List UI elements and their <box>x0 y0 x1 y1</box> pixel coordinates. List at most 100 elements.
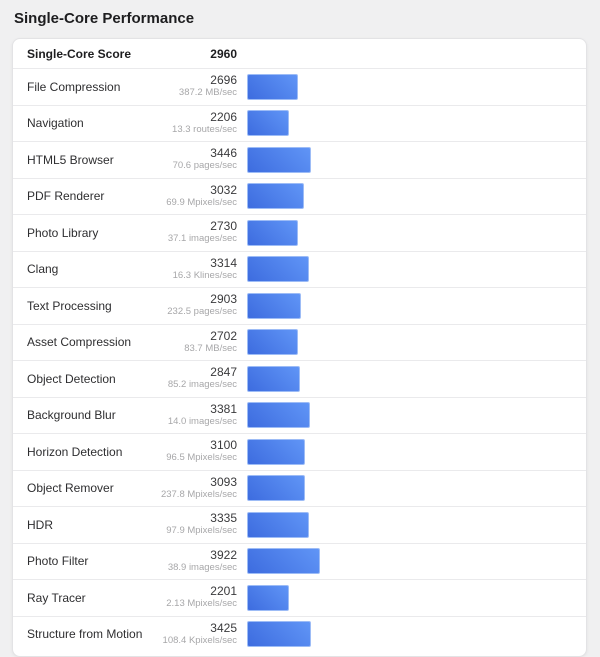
test-label: HDR <box>27 517 53 532</box>
score-header-label: Single-Core Score <box>27 46 132 61</box>
test-score: 3381 <box>210 401 237 416</box>
test-label: Object Remover <box>27 481 114 496</box>
test-score-block: 2206 13.3 routes/sec <box>153 109 237 136</box>
page-title: Single-Core Performance <box>14 10 195 27</box>
score-bar <box>247 365 301 392</box>
score-bar <box>247 292 302 319</box>
benchmark-row: Object Detection 2847 85.2 images/sec <box>13 360 586 397</box>
test-score: 3032 <box>210 182 237 197</box>
test-rate: 16.3 Klines/sec <box>172 269 237 281</box>
test-score: 3093 <box>210 474 237 489</box>
benchmark-row: Object Remover 3093 237.8 Mpixels/sec <box>13 469 586 507</box>
test-score-block: 3381 14.0 images/sec <box>153 401 237 428</box>
benchmark-row: PDF Renderer 3032 69.9 Mpixels/sec <box>13 177 586 215</box>
test-rate: 97.9 Mpixels/sec <box>166 525 237 537</box>
score-bar <box>247 621 311 648</box>
benchmark-row: Background Blur 3381 14.0 images/sec <box>13 396 586 434</box>
score-bar <box>247 183 304 210</box>
score-bar <box>247 256 309 283</box>
test-score: 2201 <box>210 584 237 599</box>
test-score-block: 3093 237.8 Mpixels/sec <box>153 474 237 501</box>
benchmark-row: Structure from Motion 3425 108.4 Kpixels… <box>13 615 586 653</box>
test-score: 3335 <box>210 511 237 526</box>
test-score: 3446 <box>210 146 237 161</box>
test-label: Ray Tracer <box>27 590 86 605</box>
test-rate: 108.4 Kpixels/sec <box>162 634 237 646</box>
test-score: 2696 <box>210 73 237 88</box>
score-bar <box>247 438 305 465</box>
test-rate: 13.3 routes/sec <box>172 123 237 135</box>
test-score: 3314 <box>210 255 237 270</box>
test-score: 3425 <box>210 620 237 635</box>
benchmark-row: File Compression 2696 387.2 MB/sec <box>13 68 586 105</box>
test-rate: 232.5 pages/sec <box>167 306 237 318</box>
score-bar <box>247 511 309 538</box>
score-bar <box>247 402 310 429</box>
score-bar <box>247 73 298 100</box>
test-score-block: 3425 108.4 Kpixels/sec <box>153 620 237 647</box>
test-rate: 70.6 pages/sec <box>172 160 237 172</box>
score-bar <box>247 475 305 502</box>
test-score-block: 3446 70.6 pages/sec <box>153 147 237 172</box>
benchmark-row: Horizon Detection 3100 96.5 Mpixels/sec <box>13 433 586 470</box>
test-rate: 237.8 Mpixels/sec <box>160 488 237 500</box>
test-score: 2730 <box>210 219 237 234</box>
score-header-row: Single-Core Score 2960 <box>13 39 586 68</box>
test-score-block: 3335 97.9 Mpixels/sec <box>153 512 237 537</box>
test-rate: 37.1 images/sec <box>167 233 237 245</box>
score-bar <box>247 548 320 575</box>
benchmark-row: Navigation 2206 13.3 routes/sec <box>13 104 586 142</box>
test-score-block: 3032 69.9 Mpixels/sec <box>153 182 237 209</box>
score-bar <box>247 219 299 246</box>
benchmark-card: Single-Core Score 2960 File Compression … <box>12 38 587 657</box>
score-bar <box>247 110 289 137</box>
test-label: Background Blur <box>27 408 116 423</box>
test-label: File Compression <box>27 79 121 94</box>
benchmark-row: Ray Tracer 2201 2.13 Mpixels/sec <box>13 579 586 616</box>
test-rate: 96.5 Mpixels/sec <box>166 452 237 464</box>
test-rate: 14.0 images/sec <box>167 415 237 427</box>
score-bar <box>247 146 311 173</box>
test-label: Horizon Detection <box>27 444 123 459</box>
benchmark-row: HTML5 Browser 3446 70.6 pages/sec <box>13 141 586 178</box>
benchmark-row: Clang 3314 16.3 Klines/sec <box>13 250 586 288</box>
test-score-block: 2847 85.2 images/sec <box>153 366 237 391</box>
test-score-block: 2730 37.1 images/sec <box>153 220 237 245</box>
test-rate: 2.13 Mpixels/sec <box>166 598 237 610</box>
test-score-block: 3922 38.9 images/sec <box>153 547 237 574</box>
test-label: Text Processing <box>27 298 112 313</box>
benchmark-row: Text Processing 2903 232.5 pages/sec <box>13 287 586 324</box>
test-label: Clang <box>27 262 59 277</box>
test-rate: 85.2 images/sec <box>167 379 237 391</box>
test-score-block: 2702 83.7 MB/sec <box>153 328 237 355</box>
test-label: Photo Filter <box>27 554 89 569</box>
test-label: Structure from Motion <box>27 627 143 642</box>
test-score: 2702 <box>210 328 237 343</box>
score-bar <box>247 329 298 356</box>
score-bar <box>247 584 289 611</box>
test-label: PDF Renderer <box>27 189 105 204</box>
test-score: 2206 <box>210 109 237 124</box>
benchmark-row: Photo Filter 3922 38.9 images/sec <box>13 542 586 580</box>
test-score: 3922 <box>210 547 237 562</box>
test-label: Object Detection <box>27 371 116 386</box>
test-score-block: 2903 232.5 pages/sec <box>153 293 237 318</box>
test-label: Navigation <box>27 116 84 131</box>
benchmark-rows: File Compression 2696 387.2 MB/sec Navig… <box>13 68 586 652</box>
score-header-value: 2960 <box>210 46 237 61</box>
test-label: HTML5 Browser <box>27 152 114 167</box>
test-score-block: 3100 96.5 Mpixels/sec <box>153 439 237 464</box>
test-rate: 38.9 images/sec <box>167 561 237 573</box>
test-score-block: 2201 2.13 Mpixels/sec <box>153 585 237 610</box>
test-score: 2903 <box>210 292 237 307</box>
test-score-block: 2696 387.2 MB/sec <box>153 74 237 99</box>
test-rate: 69.9 Mpixels/sec <box>166 196 237 208</box>
benchmark-row: Asset Compression 2702 83.7 MB/sec <box>13 323 586 361</box>
test-score: 3100 <box>210 438 237 453</box>
test-label: Asset Compression <box>27 335 132 350</box>
test-score-block: 3314 16.3 Klines/sec <box>153 255 237 282</box>
test-rate: 83.7 MB/sec <box>184 342 237 354</box>
test-label: Photo Library <box>27 225 99 240</box>
test-rate: 387.2 MB/sec <box>178 87 237 99</box>
benchmark-row: Photo Library 2730 37.1 images/sec <box>13 214 586 251</box>
